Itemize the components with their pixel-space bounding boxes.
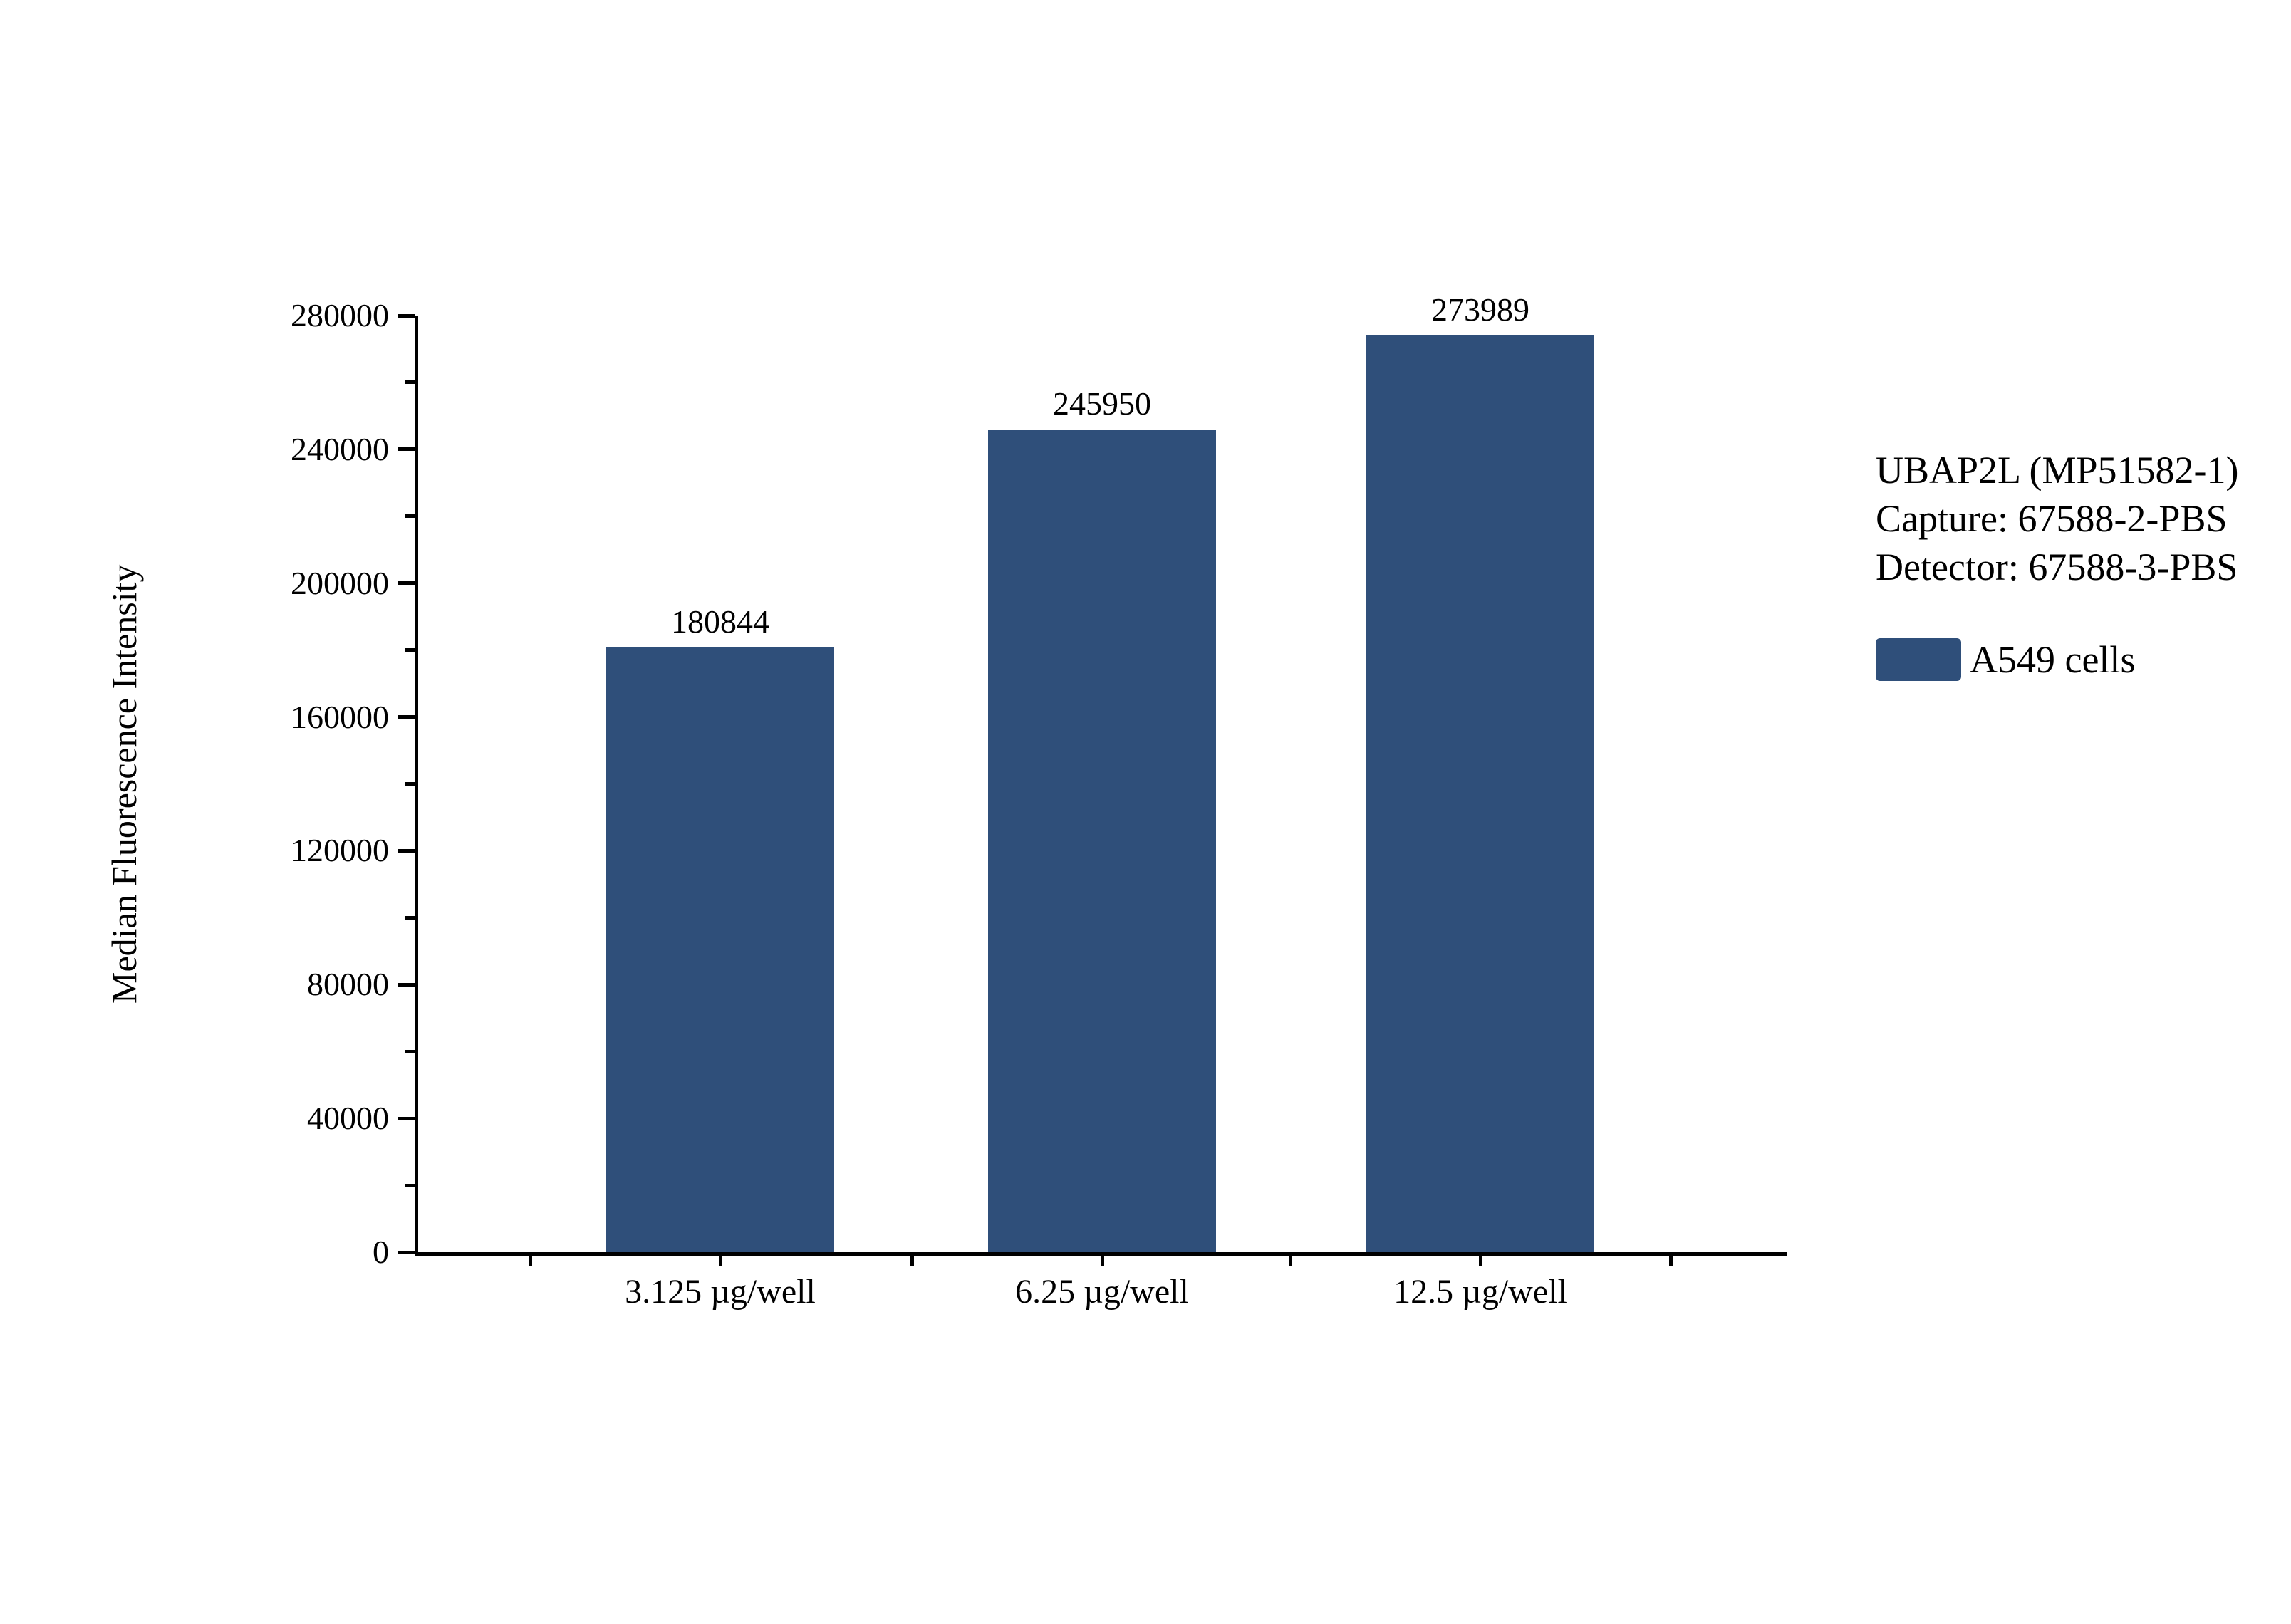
x-minor-tick: [1668, 1256, 1673, 1266]
legend-label: A549 cells: [1970, 638, 2136, 681]
x-tick-label: 3.125 µg/well: [625, 1273, 816, 1311]
y-major-tick: [398, 581, 415, 585]
bar: [1366, 335, 1594, 1252]
y-major-tick: [398, 848, 415, 853]
y-major-tick: [398, 1116, 415, 1120]
x-major-tick: [1100, 1256, 1104, 1266]
annotation-block: UBAP2L (MP51582-1) Capture: 67588-2-PBS …: [1876, 446, 2239, 591]
y-tick-label: 0: [373, 1234, 389, 1270]
y-major-tick: [398, 313, 415, 318]
y-tick-label: 240000: [291, 430, 389, 467]
y-tick-label: 280000: [291, 297, 389, 333]
bar-value-label: 273989: [1431, 291, 1529, 328]
x-axis-line: [415, 1252, 1787, 1256]
annotation-line-capture: Capture: 67588-2-PBS: [1876, 497, 2228, 540]
bar: [606, 647, 834, 1252]
y-minor-tick: [405, 1183, 415, 1187]
x-minor-tick: [1288, 1256, 1292, 1266]
y-tick-label: 40000: [307, 1100, 389, 1137]
x-minor-tick: [528, 1256, 532, 1266]
x-major-tick: [1478, 1256, 1482, 1266]
y-tick-label: 160000: [291, 698, 389, 735]
y-major-tick: [398, 982, 415, 987]
legend-swatch: [1876, 638, 1961, 681]
y-axis-line: [415, 316, 418, 1256]
y-minor-tick: [405, 514, 415, 519]
legend: A549 cells: [1876, 638, 2135, 681]
x-minor-tick: [910, 1256, 914, 1266]
y-major-tick: [398, 715, 415, 719]
y-minor-tick: [405, 1049, 415, 1053]
x-tick-label: 12.5 µg/well: [1393, 1273, 1567, 1311]
y-axis-title: Median Fluorescence Intensity: [104, 564, 144, 1004]
y-major-tick: [398, 1250, 415, 1254]
y-tick-label: 120000: [291, 832, 389, 869]
y-minor-tick: [405, 782, 415, 786]
annotation-line-detector: Detector: 67588-3-PBS: [1876, 546, 2238, 588]
x-tick-label: 6.25 µg/well: [1015, 1273, 1189, 1311]
y-tick-label: 80000: [307, 966, 389, 1003]
y-major-tick: [398, 447, 415, 452]
y-minor-tick: [405, 915, 415, 920]
bar: [988, 429, 1216, 1252]
y-minor-tick: [405, 648, 415, 652]
y-tick-label: 200000: [291, 564, 389, 601]
bar-value-label: 180844: [671, 603, 769, 640]
y-minor-tick: [405, 380, 415, 385]
x-major-tick: [718, 1256, 722, 1266]
annotation-line-antibody: UBAP2L (MP51582-1): [1876, 449, 2239, 491]
bar-value-label: 245950: [1053, 385, 1151, 422]
